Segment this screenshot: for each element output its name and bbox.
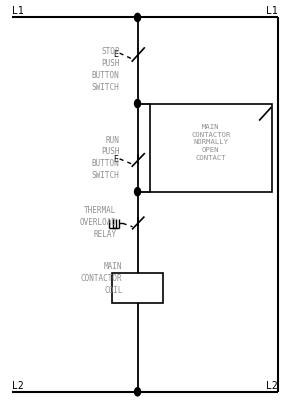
Text: THERMAL
OVERLOAD
RELAY: THERMAL OVERLOAD RELAY xyxy=(80,205,117,238)
Circle shape xyxy=(135,100,141,108)
Bar xyxy=(112,273,163,303)
Text: RUN
PUSH
BUTTON
SWITCH: RUN PUSH BUTTON SWITCH xyxy=(92,135,120,180)
Text: E: E xyxy=(113,49,118,58)
Circle shape xyxy=(135,14,141,22)
Text: L2: L2 xyxy=(12,380,24,390)
Circle shape xyxy=(135,188,141,196)
Text: MAIN
CONTACTOR
NORMALLY
OPEN
CONTACT: MAIN CONTACTOR NORMALLY OPEN CONTACT xyxy=(191,124,231,161)
Bar xyxy=(150,104,272,192)
Text: STOP
PUSH
BUTTON
SWITCH: STOP PUSH BUTTON SWITCH xyxy=(92,47,120,92)
Text: L1: L1 xyxy=(266,7,278,16)
Text: MAIN
CONTACTOR
COIL: MAIN CONTACTOR COIL xyxy=(81,262,123,294)
Circle shape xyxy=(135,388,141,396)
Text: L2: L2 xyxy=(266,380,278,390)
Text: E: E xyxy=(113,155,118,164)
Text: L1: L1 xyxy=(12,7,24,16)
